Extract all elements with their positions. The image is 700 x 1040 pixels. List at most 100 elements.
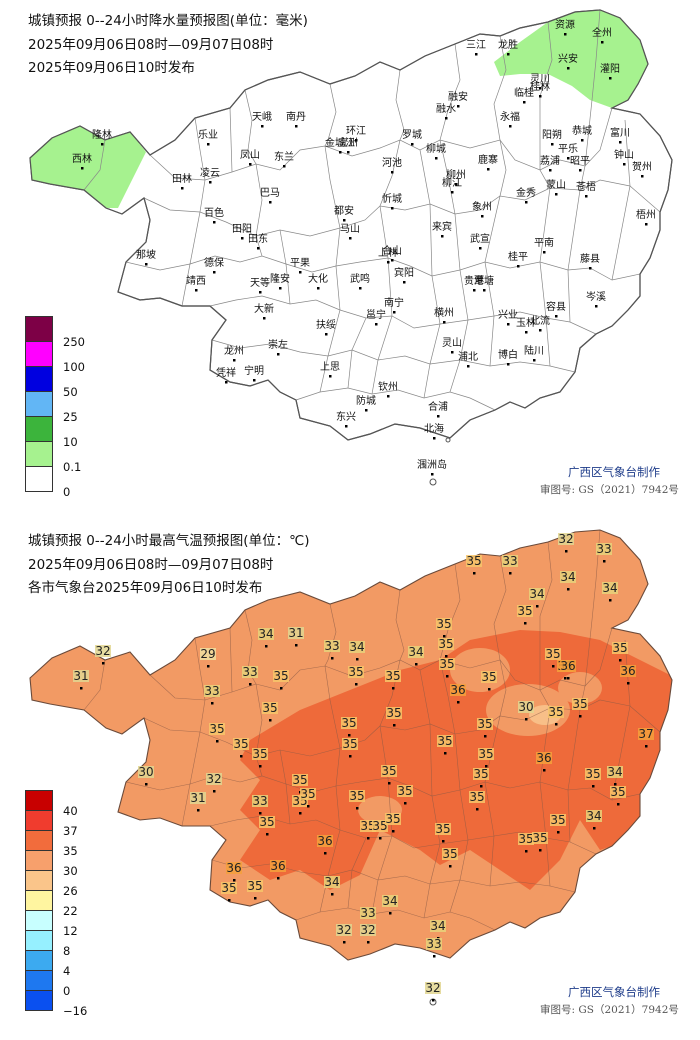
county-boundary <box>439 43 469 393</box>
temp-value: 35 <box>469 790 485 811</box>
temp-value: 36 <box>536 751 552 772</box>
temp-value-label: 35 <box>233 737 248 751</box>
town-dot <box>241 237 244 240</box>
rain-map-period: 2025年09月06日08时—09月07日08时 <box>28 37 274 53</box>
station-dot <box>557 831 560 834</box>
legend-swatch <box>25 366 53 392</box>
rain-town: 大化 <box>308 272 328 290</box>
value-tag <box>439 658 455 670</box>
town-name: 隆安 <box>270 272 290 285</box>
county-boundary <box>347 317 367 389</box>
temp-value: 35 <box>548 705 564 726</box>
town-name: 融水 <box>436 103 456 115</box>
value-tag <box>209 723 225 735</box>
temp-value-label: 32 <box>206 772 221 786</box>
station-dot <box>299 812 302 815</box>
temp-value: 35 <box>262 701 278 722</box>
value-tag <box>317 835 333 847</box>
rain-town: 田林 <box>172 172 192 190</box>
rain-town: 浦北 <box>458 350 478 368</box>
legend-label: 35 <box>63 844 78 858</box>
town-dot <box>347 151 350 154</box>
town-dot <box>481 215 484 218</box>
value-tag <box>572 698 588 710</box>
rain-town: 鹿寨 <box>478 153 498 171</box>
value-tag <box>532 832 548 844</box>
town-dot <box>533 359 536 362</box>
rain-credit: 广西区气象台制作 <box>568 465 660 479</box>
legend-swatch <box>25 890 53 911</box>
value-tag <box>586 810 602 822</box>
rain-town: 武宣 <box>470 232 490 250</box>
value-tag <box>221 882 237 894</box>
town-dot <box>283 165 286 168</box>
town-dot <box>595 305 598 308</box>
legend-label: 12 <box>63 924 78 938</box>
town-name: 德保 <box>204 256 224 269</box>
temp-value: 35 <box>473 767 489 788</box>
rain-town: 全州 <box>592 26 612 44</box>
temp-value: 34 <box>529 587 545 608</box>
temp-value-label: 36 <box>450 683 465 697</box>
temp-value-label: 35 <box>381 764 396 778</box>
town-name: 平乐 <box>558 143 578 155</box>
temp-value-label: 34 <box>529 587 544 601</box>
town-name: 合山 <box>382 244 402 257</box>
value-tag <box>481 671 497 683</box>
rain-town: 柳城 <box>426 142 446 160</box>
town-name: 环江 <box>346 125 366 137</box>
town-dot <box>213 271 216 274</box>
temp-value: 35 <box>349 789 365 810</box>
town-name: 荔浦 <box>540 154 560 167</box>
town-dot <box>483 289 486 292</box>
town-name: 西林 <box>72 152 92 165</box>
town-dot <box>457 105 460 108</box>
value-tag <box>558 533 574 545</box>
rain-town: 乐业 <box>198 129 218 146</box>
town-name: 浦北 <box>458 350 478 363</box>
temp-value-label: 33 <box>360 906 375 920</box>
county-boundary <box>209 295 597 335</box>
town-name: 凭祥 <box>216 366 236 379</box>
rain-town: 龙胜 <box>498 38 518 56</box>
value-tag <box>349 641 365 653</box>
county-boundary <box>484 555 507 887</box>
rain-town: 马山 <box>340 223 360 240</box>
rain-town: 宜州 <box>338 136 358 154</box>
town-dot <box>645 223 648 226</box>
temp-value-label: 34 <box>602 581 617 595</box>
county-boundary <box>419 669 441 919</box>
temp-value: 35 <box>348 665 364 686</box>
town-dot <box>455 183 458 186</box>
rain-map-issued: 2025年09月06日10时发布 <box>28 60 195 76</box>
town-name: 桂林 <box>530 80 550 93</box>
rain-town: 钦州 <box>378 381 398 398</box>
value-tag <box>342 738 358 750</box>
town-name: 乐业 <box>198 129 218 141</box>
station-dot <box>324 852 327 855</box>
town-dot <box>441 235 444 238</box>
town-name: 桂平 <box>508 250 528 263</box>
temp-value: 35 <box>233 737 249 758</box>
town-name: 罗城 <box>402 129 422 141</box>
town-dot <box>317 287 320 290</box>
temp-value-label: 36 <box>620 664 635 678</box>
legend-swatch <box>25 416 53 442</box>
rain-town: 南宁 <box>384 296 404 314</box>
town-name: 兴业 <box>498 309 518 321</box>
station-dot <box>393 724 396 727</box>
temp-value: 35 <box>221 881 237 902</box>
temp-value: 36 <box>317 834 333 855</box>
town-dot <box>233 359 236 362</box>
town-name: 东兴 <box>336 410 356 423</box>
town-dot <box>619 141 622 144</box>
temp-value: 35 <box>273 669 289 690</box>
legend-swatch <box>25 810 53 831</box>
town-name: 忻城 <box>382 192 402 205</box>
town-dot <box>355 139 358 142</box>
temp-value: 33 <box>502 554 518 575</box>
temp-value: 35 <box>437 734 453 755</box>
value-tag <box>258 628 274 640</box>
temp-value: 35 <box>477 717 493 738</box>
station-dot <box>404 802 407 805</box>
